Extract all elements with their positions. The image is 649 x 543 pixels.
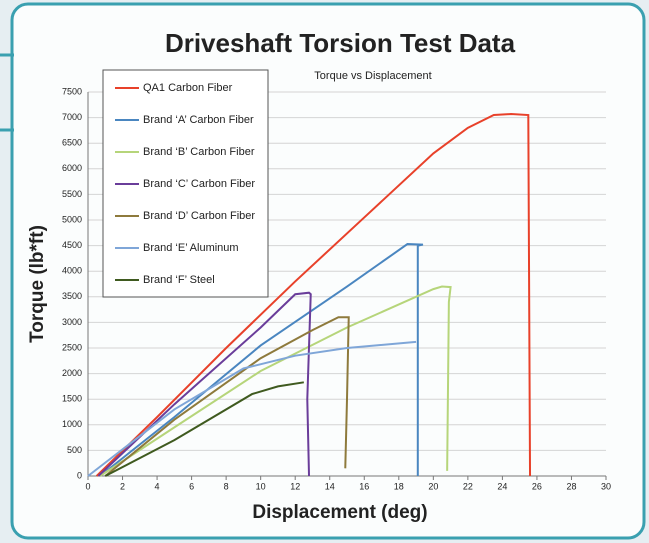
x-tick-label: 12: [290, 481, 300, 491]
legend: QA1 Carbon Fiber Brand ‘A’ Carbon Fiber Br…: [102, 69, 269, 298]
series-line: [104, 316, 350, 477]
legend-label: Brand ‘F’ Steel: [143, 274, 215, 286]
y-tick-label: 2500: [62, 342, 82, 352]
y-tick-label: 1500: [62, 394, 82, 404]
x-tick-label: 8: [224, 481, 229, 491]
legend-label: Brand ‘C’ Carbon Fiber: [143, 178, 255, 190]
x-axis-label: Displacement (deg): [252, 502, 427, 523]
series-line: [87, 340, 417, 477]
x-tick-label: 30: [601, 481, 611, 491]
legend-label: QA1 Carbon Fiber: [143, 82, 233, 94]
series-line: [99, 243, 424, 477]
legend-label: Brand ‘B’ Carbon Fiber: [143, 146, 255, 158]
y-tick-label: 5500: [62, 189, 82, 199]
y-tick-label: 6000: [62, 163, 82, 173]
legend-label: Brand ‘E’ Aluminum: [143, 242, 239, 254]
y-tick-label: 2000: [62, 368, 82, 378]
frame-decoration: [0, 53, 14, 132]
chart-subtitle: Torque vs Displacement: [314, 70, 431, 82]
x-tick-label: 28: [566, 481, 576, 491]
series-line: [95, 113, 532, 477]
y-tick-label: 6500: [62, 138, 82, 148]
x-tick-label: 4: [155, 481, 160, 491]
plot: [87, 113, 532, 477]
series-line: [99, 285, 452, 477]
x-tick-label: 2: [120, 481, 125, 491]
y-tick-label: 3500: [62, 291, 82, 301]
x-tick-label: 16: [359, 481, 369, 491]
series-line: [97, 291, 312, 477]
y-axis-label: Torque (lb*ft): [27, 225, 48, 343]
x-tick-label: 14: [325, 481, 335, 491]
y-tick-label: 3000: [62, 317, 82, 327]
x-tick-label: 6: [189, 481, 194, 491]
series-line: [104, 381, 304, 477]
x-tick-label: 20: [428, 481, 438, 491]
x-tick-label: 22: [463, 481, 473, 491]
x-tick-label: 0: [85, 481, 90, 491]
y-tick-label: 7500: [62, 86, 82, 96]
x-tick-label: 26: [532, 481, 542, 491]
x-tick-label: 24: [497, 481, 507, 491]
x-tick-label: 18: [394, 481, 404, 491]
y-tick-label: 500: [67, 445, 82, 455]
legend-label: Brand ‘A’ Carbon Fiber: [143, 114, 254, 126]
legend-label: Brand ‘D’ Carbon Fiber: [143, 210, 255, 222]
chart-title: Driveshaft Torsion Test Data: [165, 28, 516, 58]
y-tick-label: 4500: [62, 240, 82, 250]
y-tick-label: 0: [77, 470, 82, 480]
y-tick-label: 4000: [62, 266, 82, 276]
x-tick-label: 10: [256, 481, 266, 491]
y-tick-label: 7000: [62, 112, 82, 122]
y-tick-label: 1000: [62, 419, 82, 429]
y-tick-label: 5000: [62, 214, 82, 224]
